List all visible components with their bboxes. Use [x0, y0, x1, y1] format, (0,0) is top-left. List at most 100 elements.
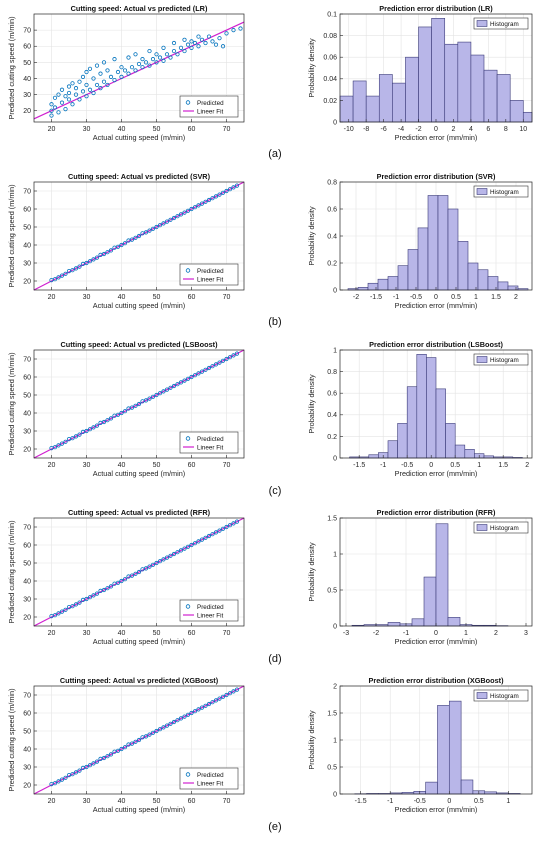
data-point [210, 39, 215, 44]
x-tick-label: 50 [153, 126, 161, 133]
data-point [178, 212, 184, 217]
histogram-bar [467, 262, 479, 291]
histogram-bar [447, 208, 459, 291]
data-point [105, 82, 110, 88]
x-tick-label: 1 [474, 294, 478, 301]
data-point [56, 611, 61, 616]
x-tick-label: -4 [398, 126, 404, 133]
data-point [136, 569, 142, 575]
data-point [59, 87, 65, 92]
data-point [63, 775, 68, 780]
legend-swatch-histogram [476, 524, 488, 531]
histogram-bar [507, 285, 519, 291]
histogram-bar [497, 281, 509, 291]
data-point [203, 199, 208, 204]
y-tick-label: 20 [23, 278, 31, 285]
x-tick-label: 30 [83, 630, 91, 637]
data-point [143, 60, 149, 65]
data-point [49, 102, 54, 107]
chart-9: 20 30 40 50 60 70 20 30 40 50 60 70 Cutting speed: A… [7, 676, 245, 814]
x-axis-label: Actual cutting speed (m/min) [93, 637, 185, 646]
legend-label-fit: Lineer Fit [197, 444, 223, 451]
y-tick-label: 0.2 [327, 260, 337, 267]
x-tick-label: -10 [344, 126, 354, 133]
data-point [196, 203, 201, 208]
data-point [94, 255, 100, 260]
legend-box [473, 353, 529, 366]
histogram-bar [445, 423, 456, 459]
legend-box [179, 599, 239, 622]
data-point [196, 44, 201, 49]
data-point [87, 595, 93, 600]
data-point [192, 709, 198, 714]
y-tick-label: 2 [333, 683, 337, 690]
data-point [140, 57, 145, 62]
data-point [213, 362, 219, 367]
data-point [231, 353, 236, 358]
legend-box [473, 689, 529, 702]
data-point [220, 694, 226, 699]
legend: Histogram [473, 17, 529, 30]
x-tick-label: 20 [48, 294, 56, 301]
x-tick-label: 1 [477, 462, 481, 469]
fit-line [33, 349, 245, 459]
data-point [217, 696, 222, 701]
y-tick-label: 20 [23, 108, 31, 115]
y-tick-label: 0 [333, 623, 337, 630]
histogram-bar [405, 56, 419, 123]
histogram-bar [425, 781, 438, 795]
data-point [101, 60, 107, 65]
data-point [206, 197, 212, 203]
data-point [91, 257, 96, 262]
data-point [66, 84, 72, 89]
data-point [87, 66, 93, 71]
histogram-bar [377, 278, 389, 291]
x-tick-label: -1.5 [353, 462, 365, 469]
data-point [56, 110, 61, 115]
legend-marker-predicted [185, 436, 191, 441]
histogram-bar [357, 286, 369, 291]
data-point [157, 727, 163, 732]
data-point [189, 710, 194, 716]
y-tick-label: 30 [23, 428, 31, 435]
data-point [73, 770, 79, 775]
data-point [105, 754, 110, 759]
data-point [80, 74, 86, 79]
data-point [220, 358, 226, 363]
y-tick-label: 30 [23, 596, 31, 603]
y-tick-label: 0 [333, 119, 337, 126]
legend: Histogram [473, 185, 529, 198]
data-point [91, 761, 96, 766]
x-tick-label: 70 [223, 462, 231, 469]
data-point [66, 97, 72, 102]
data-point [119, 74, 124, 79]
data-point [182, 210, 187, 215]
x-tick-label: 0 [429, 462, 433, 469]
data-point [77, 768, 82, 773]
y-tick-label: 20 [23, 782, 31, 789]
data-point [224, 31, 229, 36]
histogram-bar [431, 18, 446, 123]
data-point [185, 208, 191, 213]
data-point [164, 723, 170, 728]
panel-label: (b) [268, 316, 281, 328]
legend-label-histogram: Histogram [490, 525, 519, 532]
y-axis-label: Probability density [307, 542, 316, 602]
data-point [234, 351, 240, 356]
data-point [70, 604, 75, 609]
data-point [150, 730, 156, 735]
x-tick-label: 20 [48, 462, 56, 469]
legend-label-predicted: Predicted [197, 604, 224, 611]
data-point [164, 219, 170, 224]
x-tick-label: -2 [353, 294, 359, 301]
x-tick-label: -1 [387, 798, 393, 805]
chart-5: 20 30 40 50 60 70 20 30 40 50 60 70 Cutting speed: A… [7, 340, 245, 478]
data-point [147, 564, 152, 569]
chart-title: Cutting speed: Actual vs predicted (RFR) [68, 508, 211, 517]
panel-label: (a) [268, 148, 281, 160]
x-tick-label: -2 [415, 126, 421, 133]
x-tick-label: 1.5 [491, 294, 501, 301]
data-point [189, 45, 194, 50]
y-tick-label: 50 [23, 392, 31, 399]
